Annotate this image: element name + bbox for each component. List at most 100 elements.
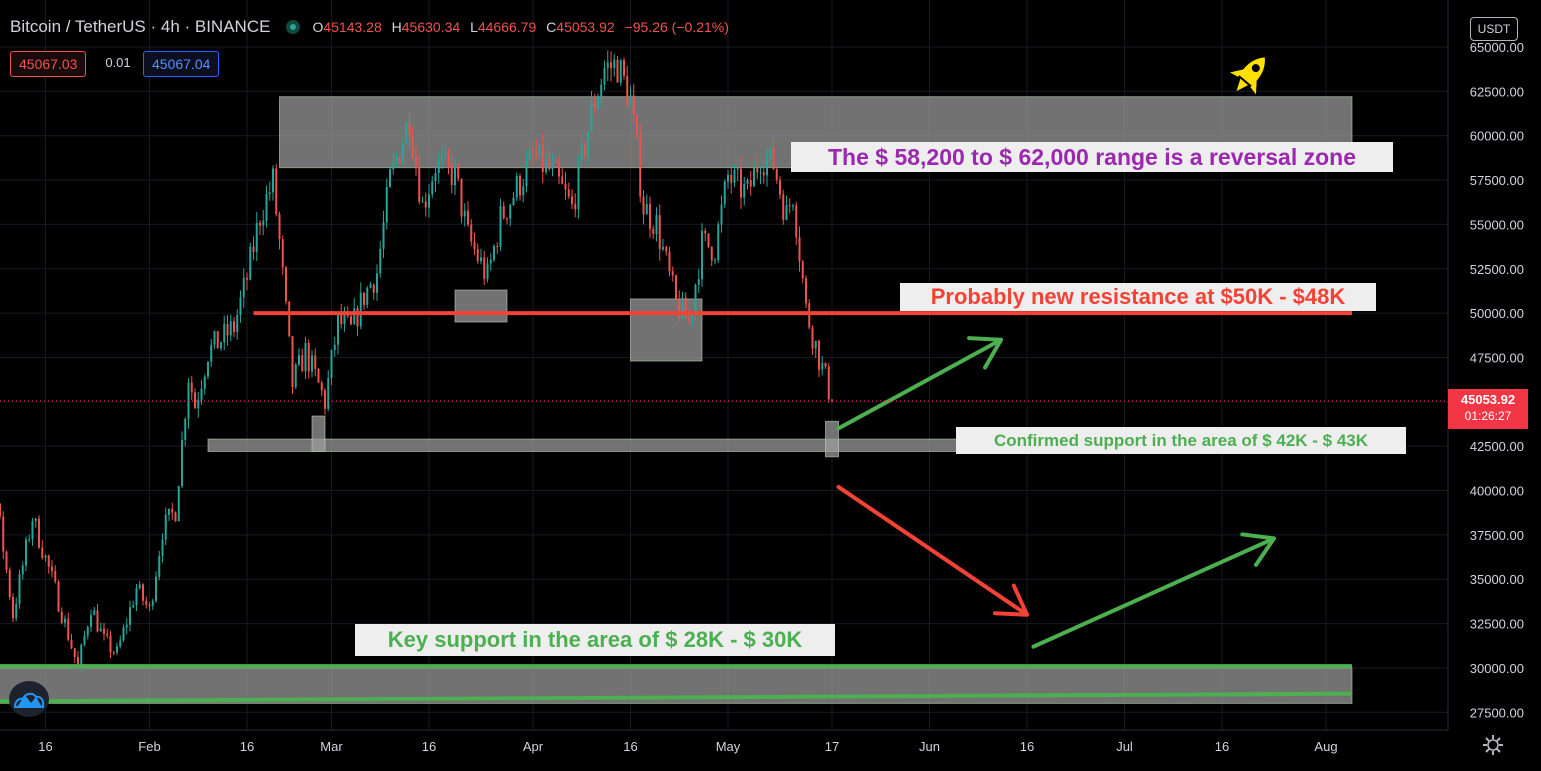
candle-body [298, 355, 300, 365]
candle-body [184, 419, 187, 440]
candle-body [129, 607, 131, 625]
price-tick-label: 42500.00 [1470, 439, 1524, 454]
currency-button[interactable]: USDT [1470, 17, 1518, 41]
candle-body [447, 152, 450, 164]
tradingview-logo[interactable] [9, 681, 49, 717]
candle-body [301, 355, 304, 372]
symbol-title[interactable]: Bitcoin / TetherUS · 4h · BINANCE [10, 17, 271, 36]
candle-body [444, 152, 447, 157]
candle-body [723, 181, 726, 205]
candle-body [411, 136, 414, 158]
ohlc-low-value: 44666.79 [477, 19, 537, 35]
candle-body [567, 189, 570, 197]
time-tick-label: Aug [1314, 739, 1337, 754]
reversal-zone-note: The $ 58,200 to $ 62,000 range is a reve… [791, 142, 1393, 172]
candle-body [60, 611, 63, 623]
candle-body [606, 62, 609, 69]
candle-body [99, 628, 102, 632]
time-tick-label: Jul [1116, 739, 1133, 754]
candle-body [385, 187, 388, 223]
candle-body [148, 604, 151, 606]
candle-body [28, 539, 31, 541]
candle-body [333, 344, 336, 351]
time-tick-label: 16 [422, 739, 436, 754]
candle-body [44, 555, 47, 558]
candle-body [811, 327, 814, 349]
price-axis-panel[interactable] [1448, 0, 1541, 771]
candle-body [359, 292, 362, 327]
time-axis-panel[interactable] [0, 730, 1448, 771]
candle-body [119, 640, 122, 647]
sell-price-button[interactable]: 45067.03 [10, 51, 87, 77]
ohlc-high-label: H [391, 19, 402, 35]
candle-body [532, 149, 534, 153]
candle-body [132, 605, 135, 608]
candle-body [25, 539, 27, 566]
candle-body [473, 241, 476, 250]
candle-body [12, 597, 14, 619]
price-tick-label: 55000.00 [1470, 217, 1524, 232]
candle-body [512, 197, 515, 205]
candle-body [239, 297, 242, 316]
candle-body [363, 292, 365, 305]
resistance-note: Probably new resistance at $50K - $48K [900, 283, 1376, 311]
ohlc-close-label: C [546, 19, 557, 35]
candle-body [463, 210, 466, 217]
candle-body [697, 279, 700, 286]
current-price-tag: 45053.92 01:26:27 [1448, 388, 1528, 429]
candle-body [671, 271, 674, 276]
chart-header: Bitcoin / TetherUS · 4h · BINANCE O45143… [10, 16, 735, 38]
candle-body [164, 514, 167, 540]
candle-body [538, 144, 541, 157]
candle-body [304, 342, 307, 372]
candle-body [41, 547, 44, 558]
candle-body [168, 508, 170, 515]
candle-body [437, 159, 440, 174]
candle-body [0, 503, 1, 517]
candle-body [379, 248, 382, 274]
candle-body [343, 315, 346, 325]
gear-icon[interactable] [1481, 733, 1505, 757]
candle-body [454, 163, 456, 186]
candle-body [145, 600, 148, 605]
candle-body [710, 246, 713, 261]
candle-body [675, 275, 677, 300]
candle-body [639, 136, 642, 197]
candle-body [83, 635, 86, 645]
candle-body [655, 215, 658, 235]
candle-body [714, 260, 716, 262]
candle-body [158, 555, 161, 577]
price-tick-label: 62500.00 [1470, 84, 1524, 99]
candle-body [320, 382, 323, 391]
candle-body [285, 267, 287, 302]
logo-cloud-icon [13, 692, 45, 708]
candle-body [564, 183, 567, 190]
candle-body [489, 259, 492, 264]
candle-body [138, 584, 141, 589]
candle-body [54, 570, 57, 582]
time-tick-label: 17 [825, 739, 839, 754]
spread-value: 0.01 [105, 55, 131, 70]
candle-body [47, 555, 50, 567]
candle-body [275, 168, 278, 215]
candle-body [658, 215, 661, 250]
candle-body [366, 287, 369, 305]
candle-body [574, 203, 577, 210]
candle-body [727, 174, 729, 182]
candle-body [418, 165, 421, 202]
candle-body [470, 224, 473, 242]
candle-body [483, 257, 486, 279]
buy-price-button[interactable]: 45067.04 [143, 51, 220, 77]
candle-body [389, 169, 391, 188]
candle-timer-label: 01:26:27 [1464, 408, 1512, 423]
candle-body [249, 246, 252, 280]
candle-body [626, 75, 629, 106]
candle-body [652, 228, 655, 235]
price-tick-label: 32500.00 [1470, 617, 1524, 632]
confirmed-support-note: Confirmed support in the area of $ 42K -… [956, 427, 1406, 454]
candle-body [587, 131, 590, 156]
candle-body [558, 162, 560, 177]
candle-body [268, 192, 271, 194]
time-tick-label: 16 [623, 739, 637, 754]
candle-body [38, 518, 40, 548]
